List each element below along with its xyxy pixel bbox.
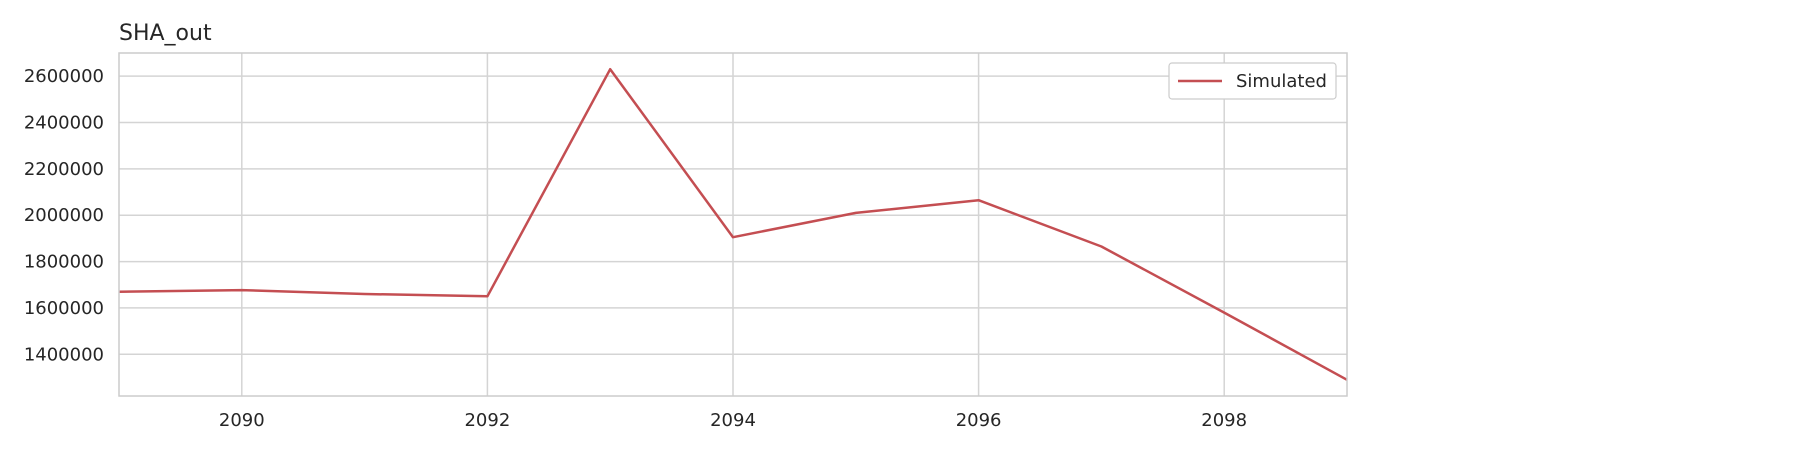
y-tick-label: 2600000 bbox=[24, 66, 104, 87]
y-tick-label: 2200000 bbox=[24, 159, 104, 180]
y-tick-label: 2400000 bbox=[24, 113, 104, 134]
x-tick-label: 2096 bbox=[956, 410, 1002, 431]
legend-label-simulated: Simulated bbox=[1236, 71, 1327, 92]
grid-lines bbox=[119, 53, 1347, 396]
x-tick-label: 2094 bbox=[710, 410, 756, 431]
tick-labels: 2090 2092 2094 2096 2098 1400000 1600000 180000… bbox=[24, 66, 1247, 431]
plot-frame bbox=[118, 52, 1348, 397]
legend: Simulated bbox=[1168, 62, 1337, 100]
x-tick-label: 2090 bbox=[219, 410, 265, 431]
y-tick-label: 2000000 bbox=[24, 205, 104, 226]
x-tick-label: 2092 bbox=[464, 410, 510, 431]
series-layer bbox=[118, 67, 1348, 381]
y-tick-label: 1400000 bbox=[24, 344, 104, 365]
y-tick-label: 1800000 bbox=[24, 252, 104, 273]
chart-title: SHA_out bbox=[119, 21, 212, 46]
y-tick-label: 1600000 bbox=[24, 298, 104, 319]
legend-box bbox=[1168, 62, 1337, 100]
x-tick-label: 2098 bbox=[1201, 410, 1247, 431]
series-line-simulated bbox=[118, 67, 1348, 381]
